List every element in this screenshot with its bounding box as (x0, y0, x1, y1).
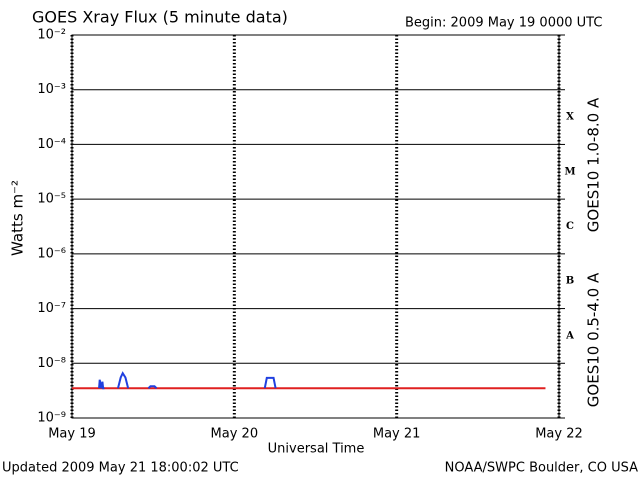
y-tick-label: 10⁻³ (37, 82, 66, 97)
legend-label: GOES10 0.5-4.0 A (585, 272, 603, 407)
x-tick-label: May 19 (48, 427, 96, 442)
chart-subtitle: Begin: 2009 May 19 0000 UTC (405, 16, 602, 31)
y-tick-label: 10⁻⁴ (37, 137, 66, 152)
x-tick-label: May 22 (535, 427, 583, 442)
x-tick-label: May 20 (211, 427, 259, 442)
y-tick-label: 10⁻⁵ (37, 192, 66, 207)
y-tick-label: 10⁻² (37, 28, 66, 43)
footer-right: NOAA/SWPC Boulder, CO USA (445, 461, 638, 476)
y-tick-label: 10⁻⁹ (37, 411, 66, 426)
flare-class: X (566, 112, 574, 123)
series-line (98, 371, 277, 390)
flare-class: B (566, 276, 574, 287)
legend-label: GOES10 1.0-8.0 A (585, 97, 603, 232)
flare-class: C (566, 221, 574, 232)
footer-left: Updated 2009 May 21 18:00:02 UTC (2, 461, 239, 476)
plot-frame (71, 34, 560, 419)
x-tick-label: May 21 (373, 427, 421, 442)
x-axis-label: Universal Time (268, 442, 365, 457)
flare-class: A (565, 330, 574, 341)
y-axis-label: Watts m⁻² (9, 180, 27, 256)
chart-title: GOES Xray Flux (5 minute data) (32, 8, 288, 27)
y-tick-label: 10⁻⁸ (37, 356, 66, 371)
flare-class: M (564, 166, 575, 177)
y-tick-label: 10⁻⁷ (37, 301, 66, 316)
y-tick-label: 10⁻⁶ (37, 246, 66, 261)
